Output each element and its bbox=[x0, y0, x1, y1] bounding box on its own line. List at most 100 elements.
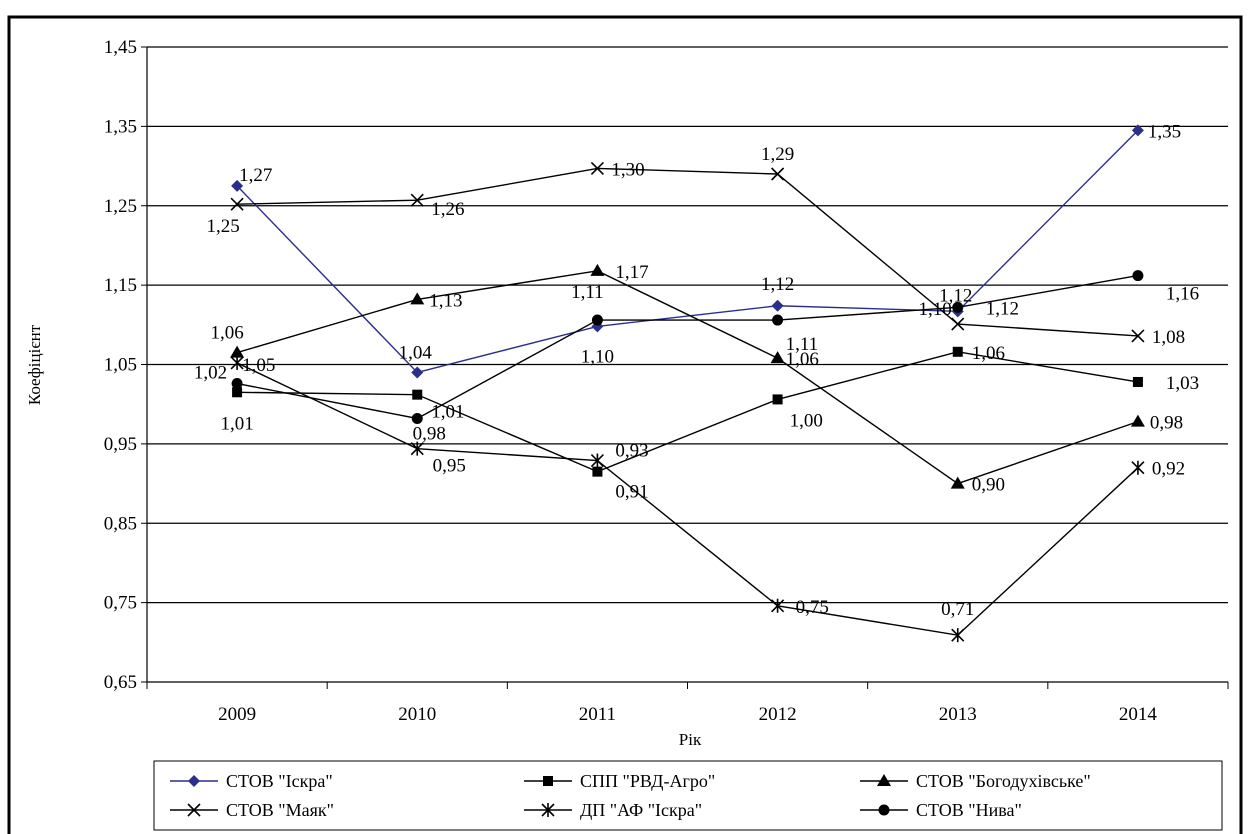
data-point bbox=[410, 441, 424, 456]
legend-box bbox=[153, 760, 1223, 831]
data-point bbox=[951, 628, 965, 643]
data-label: 1,35 bbox=[1148, 121, 1181, 142]
y-tick-label: 1,25 bbox=[104, 196, 137, 217]
x-tick-label: 2011 bbox=[579, 704, 616, 725]
data-label: 0,98 bbox=[413, 423, 446, 444]
legend-marker bbox=[877, 774, 891, 786]
y-tick-label: 1,35 bbox=[104, 116, 137, 137]
data-point bbox=[230, 345, 245, 358]
gridlines bbox=[147, 46, 1228, 604]
data-label: 0,93 bbox=[615, 441, 648, 462]
data-point bbox=[230, 197, 244, 211]
legend-label: СТОВ "Нива" bbox=[916, 800, 1022, 820]
data-label: 1,03 bbox=[1166, 373, 1199, 394]
data-point bbox=[231, 378, 243, 390]
data-point bbox=[1131, 124, 1144, 137]
series-line bbox=[236, 270, 1139, 485]
data-point bbox=[412, 389, 423, 400]
legend-marker bbox=[543, 776, 553, 786]
data-label: 1,01 bbox=[431, 402, 464, 423]
data-label: 1,17 bbox=[615, 262, 648, 283]
data-point bbox=[590, 453, 604, 468]
data-point bbox=[590, 161, 604, 176]
series-line bbox=[236, 274, 1139, 420]
series-markers bbox=[230, 124, 1145, 643]
data-label: 1,11 bbox=[571, 282, 604, 303]
data-point bbox=[411, 412, 423, 424]
data-label: 0,95 bbox=[433, 456, 466, 477]
data-point bbox=[772, 394, 783, 405]
data-point bbox=[231, 179, 244, 192]
data-label: 1,10 bbox=[919, 299, 952, 320]
data-point bbox=[952, 301, 964, 313]
data-point bbox=[770, 351, 785, 364]
axes: 0,65 0,75 0,85 0,95 1,05 1,15 1,25 1,35 1,45 2009… bbox=[104, 37, 1229, 725]
data-point bbox=[952, 346, 963, 357]
y-axis-title: Коефіцієнт bbox=[25, 324, 44, 405]
series-line bbox=[236, 362, 1139, 636]
data-label: 1,27 bbox=[239, 165, 272, 186]
data-point bbox=[1132, 376, 1143, 387]
data-label: 1,16 bbox=[1166, 284, 1199, 305]
data-point bbox=[1130, 414, 1145, 427]
x-tick-label: 2010 bbox=[398, 704, 436, 725]
x-axis-title: Рік bbox=[679, 730, 702, 749]
data-point bbox=[771, 167, 785, 181]
y-tick-label: 0,65 bbox=[104, 672, 137, 693]
data-point bbox=[410, 193, 424, 207]
legend-marker bbox=[187, 803, 201, 817]
y-tick-label: 1,05 bbox=[104, 355, 137, 376]
data-point bbox=[1132, 270, 1144, 282]
legend: СТОВ "Іскра" СПП "РВД-Агро" СТОВ "Богодухі… bbox=[170, 771, 1091, 820]
legend-marker bbox=[541, 803, 555, 817]
data-label: 1,06 bbox=[786, 349, 819, 370]
data-point bbox=[591, 314, 603, 326]
data-label: 1,00 bbox=[790, 410, 823, 431]
data-point bbox=[950, 476, 965, 489]
data-point bbox=[232, 387, 243, 398]
data-label: 1,29 bbox=[761, 144, 794, 165]
data-label: 1,01 bbox=[220, 413, 253, 434]
data-label: 1,04 bbox=[399, 342, 433, 363]
y-tick-label: 1,45 bbox=[104, 37, 137, 58]
data-point bbox=[590, 263, 605, 276]
data-label: 1,10 bbox=[581, 346, 614, 367]
data-label: 0,91 bbox=[615, 482, 648, 503]
data-point bbox=[411, 366, 424, 379]
data-point bbox=[410, 292, 425, 305]
data-label: 1,02 bbox=[194, 363, 227, 384]
data-label: 0,75 bbox=[796, 597, 829, 618]
y-tick-label: 0,95 bbox=[104, 434, 137, 455]
legend-label: СТОВ "Іскра" bbox=[226, 771, 333, 791]
data-point bbox=[1131, 460, 1145, 475]
series-line bbox=[236, 129, 1139, 374]
data-label: 0,71 bbox=[941, 599, 974, 620]
legend-label: СПП "РВД-Агро" bbox=[580, 771, 715, 791]
data-labels: 1,27 1,04 1,10 1,12 1,12 1,35 1,01 1,01 0,91 1,00… bbox=[194, 121, 1199, 620]
legend-marker bbox=[878, 804, 890, 816]
y-tick-label: 0,85 bbox=[104, 513, 137, 534]
legend-label: ДП "АФ "Іскра" bbox=[580, 800, 702, 820]
x-tick-label: 2012 bbox=[759, 704, 797, 725]
data-point bbox=[592, 466, 603, 477]
data-label: 0,90 bbox=[972, 475, 1005, 496]
series-line bbox=[237, 167, 1138, 337]
chart-frame bbox=[7, 15, 1243, 834]
legend-label: СТОВ "Богодухівське" bbox=[916, 771, 1091, 791]
data-point bbox=[772, 314, 784, 326]
data-label: 1,26 bbox=[431, 199, 464, 220]
x-tick-label: 2014 bbox=[1119, 704, 1158, 725]
data-label: 1,12 bbox=[761, 274, 794, 295]
x-tick-label: 2013 bbox=[939, 704, 977, 725]
y-tick-label: 1,15 bbox=[104, 275, 137, 296]
data-label: 1,11 bbox=[786, 334, 819, 355]
data-point bbox=[771, 598, 785, 613]
data-label: 1,06 bbox=[972, 343, 1005, 364]
data-label: 0,92 bbox=[1152, 459, 1185, 480]
data-label: 0,98 bbox=[1150, 413, 1183, 434]
data-label: 1,25 bbox=[206, 216, 239, 237]
data-label: 1,08 bbox=[1152, 327, 1185, 348]
y-tick-label: 0,75 bbox=[104, 593, 137, 614]
data-label: 1,12 bbox=[986, 298, 1019, 319]
